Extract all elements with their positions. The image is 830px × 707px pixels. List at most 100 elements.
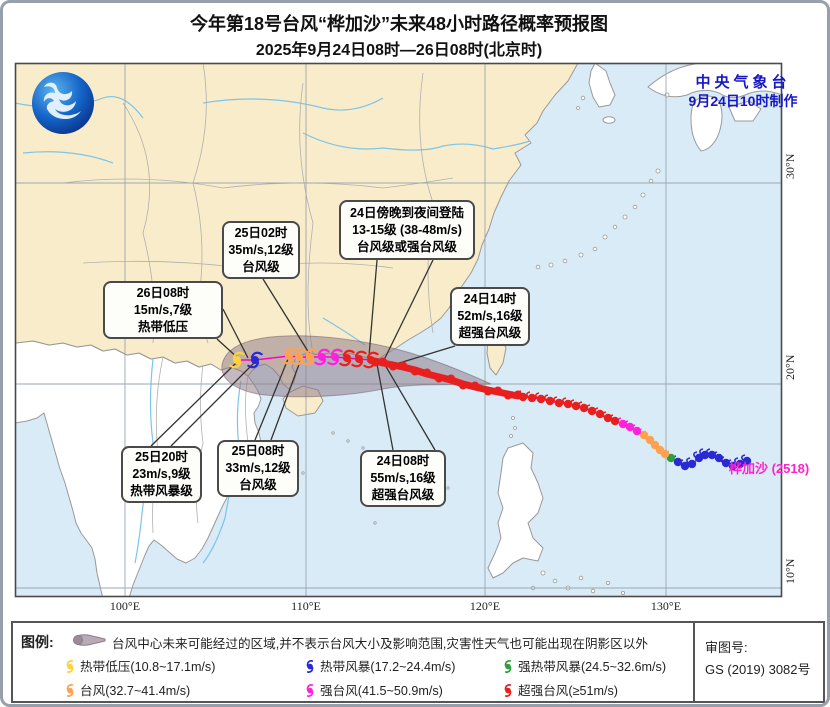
past-track-point-blue	[742, 456, 752, 466]
forecast-point-orange	[302, 348, 318, 366]
callout-line: 热带低压	[137, 319, 188, 334]
past-track-point-red	[571, 401, 581, 411]
past-track-point-red	[563, 399, 573, 409]
legend-green-icon	[504, 660, 512, 673]
axis-labels: 100°E 110°E 120°E 130°E 30°N 20°N 10°N	[110, 153, 797, 613]
agency-name: 中央气象台	[695, 74, 791, 91]
lat-label: 30°N	[783, 153, 797, 179]
storm-name-label: 桦加沙 (2518)	[729, 461, 810, 476]
past-track-point-blue	[735, 459, 745, 469]
past-track-point-red	[587, 406, 597, 416]
callout-line: 23m/s,9级	[132, 467, 191, 481]
legend-label: 热带低压(10.8~17.1m/s)	[80, 660, 216, 674]
legend-item-blue: 热带风暴(17.2~24.4m/s)	[303, 656, 455, 675]
callout-fc-2520: 25日20时 23m/s,9级 热带风暴级	[121, 446, 202, 503]
past-track-point-red	[554, 398, 564, 408]
callout-fc-landfall: 24日傍晚到夜间登陆 13-15级 (38-48m/s) 台风级或强台风级	[339, 200, 475, 260]
past-track-point-red	[527, 393, 537, 403]
review-number-box: 审图号: GS (2019) 3082号	[695, 621, 825, 703]
legend-item-yellow: 热带低压(10.8~17.1m/s)	[63, 656, 215, 675]
past-track-point-blue	[680, 461, 690, 471]
past-track-point-red	[545, 396, 555, 406]
callout-line: 25日08时	[231, 444, 285, 458]
callout-line: 24日傍晚到夜间登陆	[350, 205, 464, 220]
past-track-point-blue	[673, 457, 683, 467]
callout-line: 25日02时	[234, 225, 288, 240]
issue-time: 9月24日10时制作	[688, 93, 798, 109]
legend-label: 台风(32.7~41.4m/s)	[80, 684, 191, 698]
callout-line: 33m/s,12级	[225, 461, 291, 475]
callout-fc-2508: 25日08时 33m/s,12级 台风级	[217, 440, 299, 497]
legend-item-green: 强热带风暴(24.5~32.6m/s)	[501, 656, 666, 675]
cma-logo	[29, 69, 97, 142]
legend-label: 热带风暴(17.2~24.4m/s)	[320, 660, 456, 674]
past-track-point-blue	[721, 458, 731, 468]
legend-box: 图例: 台风中心未来可能经过的区域,并不表示台风大小及影响范围,灾害性天气也可能…	[11, 621, 695, 703]
legend-label: 超强台风(≥51m/s)	[518, 684, 618, 698]
legend-item-red: 超强台风(≥51m/s)	[501, 680, 618, 699]
review-label: 审图号:	[705, 640, 748, 655]
callout-fc-2414: 24日14时 52m/s,16级 超强台风级	[450, 287, 530, 346]
lon-label: 100°E	[110, 599, 140, 613]
past-track-point-blue	[694, 453, 704, 463]
past-track-point-red	[595, 409, 605, 419]
lon-label: 110°E	[291, 599, 321, 613]
forecast-point-magenta	[327, 348, 343, 366]
callout-line: 13-15级 (38-48m/s)	[352, 222, 462, 237]
past-track-point-green	[666, 453, 676, 463]
page-subtitle: 2025年9月24日08时—26日08时(北京时)	[255, 42, 543, 59]
callout-line: 台风级	[242, 259, 280, 274]
callout-line: 55m/s,16级	[370, 471, 436, 485]
forecast-point-orange	[291, 348, 307, 366]
agency-credit: 中央气象台 9月24日10时制作	[663, 73, 823, 111]
forecast-point-yellow	[229, 351, 245, 369]
legend-magenta-icon	[306, 684, 314, 697]
past-track-point-blue	[728, 461, 738, 471]
past-track-point-red	[579, 403, 589, 413]
legend-label: 强台风(41.5~50.9m/s)	[320, 684, 443, 698]
past-track-point-orange	[639, 430, 649, 440]
lon-label: 130°E	[651, 599, 681, 613]
lon-label: 120°E	[470, 599, 500, 613]
callout-line: 台风级	[239, 478, 277, 492]
past-track-point-blue	[687, 459, 697, 469]
review-number: GS (2019) 3082号	[705, 662, 811, 677]
legend-orange-icon	[66, 684, 74, 697]
callout-line: 52m/s,16级	[457, 309, 523, 323]
legend-item-orange: 台风(32.7~41.4m/s)	[63, 680, 190, 699]
cone-description: 台风中心未来可能经过的区域,并不表示台风大小及影响范围,灾害性天气也可能出现在阴…	[112, 637, 648, 651]
past-track-point-blue	[714, 453, 724, 463]
forecast-point-magenta	[314, 348, 330, 366]
forecast-point-red	[339, 349, 355, 367]
past-track-point-red	[610, 416, 620, 426]
callout-line: 26日08时	[136, 285, 190, 300]
legend-red-icon	[504, 684, 512, 697]
callout-line: 35m/s,12级	[228, 242, 294, 257]
page-title: 今年第18号台风“桦加沙”未来48小时路径概率预报图	[189, 14, 609, 34]
callout-line: 15m/s,7级	[133, 302, 193, 317]
callout-line: 25日20时	[135, 450, 188, 464]
legend-item-magenta: 强台风(41.5~50.9m/s)	[303, 680, 443, 699]
past-track-point-magenta	[618, 419, 628, 429]
forecast-point-blue	[247, 351, 263, 369]
lat-label: 10°N	[783, 558, 797, 584]
past-track-point-blue	[707, 450, 717, 460]
callout-line: 超强台风级	[458, 326, 522, 340]
map-frame	[14, 62, 783, 598]
legend-yellow-icon	[66, 660, 74, 673]
cone-icon	[73, 634, 106, 646]
past-track-point-magenta	[632, 426, 642, 436]
past-track-point-red	[603, 413, 613, 423]
forecast-point-red	[363, 351, 379, 369]
legend-blue-icon	[306, 660, 314, 673]
typhoon-track	[229, 347, 752, 471]
past-track-point-red	[518, 392, 528, 402]
callout-line: 24日08时	[376, 454, 430, 468]
legend-label: 强热带风暴(24.5~32.6m/s)	[518, 660, 667, 674]
callout-line: 热带风暴级	[130, 484, 193, 498]
callout-fc-2608: 26日08时 15m/s,7级 热带低压	[103, 281, 223, 339]
forecast-point-red	[351, 350, 367, 368]
lat-label: 20°N	[783, 354, 797, 380]
legend-title: 图例:	[21, 634, 54, 650]
